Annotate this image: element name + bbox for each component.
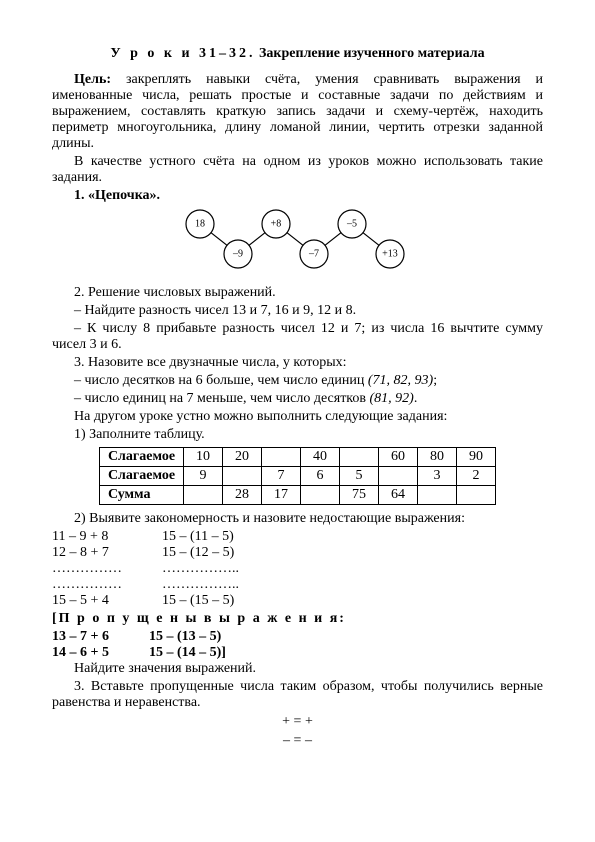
row-header: Слагаемое [99,467,183,486]
table-cell: 6 [301,467,340,486]
table-cell [223,467,262,486]
other-lesson-intro: На другом уроке устно можно выполнить сл… [52,409,543,425]
svg-text:+13: +13 [382,249,398,260]
table-cell: 7 [262,467,301,486]
chain-label: 1. «Цепочка». [52,188,543,204]
table-cell [418,486,457,505]
table-cell: 90 [457,448,496,467]
missing-col-left: 13 – 7 + 6 14 – 6 + 5 [52,629,109,661]
missing-expr-columns: 13 – 7 + 6 14 – 6 + 5 15 – (13 – 5) 15 –… [52,629,543,661]
table-cell [184,486,223,505]
svg-text:18: 18 [195,219,205,230]
svg-text:–5: –5 [346,219,357,230]
table-row: Слагаемое9 765 32 [99,467,495,486]
pattern-label: 2) Выявите закономерность и назовите нед… [52,511,543,527]
table-cell: 9 [184,467,223,486]
title-rest: Закрепление изученного материала [256,46,485,61]
find-values: Найдите значения выражений. [52,661,543,677]
equality-line-1: + = + [52,713,543,732]
task2-heading: 2. Решение числовых выражений. [52,285,543,301]
table-row: Слагаемое1020 40 608090 [99,448,495,467]
table-cell [301,486,340,505]
missing-expr-label: [П р о п у щ е н ы в ы р а ж е н и я: [52,611,543,627]
goal-label: Цель: [74,72,111,87]
insert-numbers: 3. Вставьте пропущенные числа таким обра… [52,679,543,711]
table-cell: 75 [340,486,379,505]
addends-table-wrap: Слагаемое102040608090Слагаемое976532Сумм… [52,447,543,505]
table-cell: 20 [223,448,262,467]
task3-line-b: – число единиц на 7 меньше, чем число де… [52,391,543,407]
table-cell: 40 [301,448,340,467]
row-header: Сумма [99,486,183,505]
table-cell: 17 [262,486,301,505]
task3a-text: – число десятков на 6 больше, чем число … [74,373,368,388]
table-cell: 5 [340,467,379,486]
expression-columns: 11 – 9 + 8 12 – 8 + 7 …………… …………… 15 – 5… [52,529,543,609]
row-header: Слагаемое [99,448,183,467]
equalities-block: + = + – = – [52,713,543,751]
task2-line-a: – Найдите разность чисел 13 и 7, 16 и 9,… [52,303,543,319]
table-cell: 28 [223,486,262,505]
goal-paragraph: Цель: закреплять навыки счёта, умения ср… [52,72,543,152]
chain-svg: 18 –9 +8 –7 –5 +13 [168,208,428,274]
table-cell: 2 [457,467,496,486]
addends-table: Слагаемое102040608090Слагаемое976532Сумм… [99,447,496,505]
table-cell: 80 [418,448,457,467]
table-cell [379,467,418,486]
page-title: У р о к и 31–32. Закрепление изученного … [52,46,543,62]
fill-table-label: 1) Заполните таблицу. [52,427,543,443]
title-lessons: У р о к и 31–32. [110,46,255,61]
task3-line-a: – число десятков на 6 больше, чем число … [52,373,543,389]
task3b-text: – число единиц на 7 меньше, чем число де… [74,391,370,406]
task2-line-b: – К числу 8 прибавьте разность чисел 12 … [52,321,543,353]
table-row: Сумма 2817 7564 [99,486,495,505]
missing-col-right: 15 – (13 – 5) 15 – (14 – 5)] [149,629,226,661]
task3b-answer: (81, 92) [370,391,414,406]
task3-heading: 3. Назовите все двузначные числа, у кото… [52,355,543,371]
table-cell: 10 [184,448,223,467]
svg-text:–9: –9 [232,249,243,260]
page: У р о к и 31–32. Закрепление изученного … [0,0,595,842]
table-cell [262,448,301,467]
svg-text:–7: –7 [308,249,319,260]
table-cell: 64 [379,486,418,505]
table-cell [457,486,496,505]
expr-col-left: 11 – 9 + 8 12 – 8 + 7 …………… …………… 15 – 5… [52,529,122,609]
table-cell: 60 [379,448,418,467]
equality-line-2: – = – [52,732,543,751]
expr-col-right: 15 – (11 – 5) 15 – (12 – 5) …………….. …………… [162,529,239,609]
task3a-answer: (71, 82, 93) [368,373,433,388]
table-cell: 3 [418,467,457,486]
goal-text: закреплять навыки счёта, умения сравнива… [52,72,543,151]
svg-text:+8: +8 [270,219,281,230]
oral-intro: В качестве устного счёта на одном из уро… [52,154,543,186]
chain-diagram: 18 –9 +8 –7 –5 +13 [52,208,543,279]
table-cell [340,448,379,467]
